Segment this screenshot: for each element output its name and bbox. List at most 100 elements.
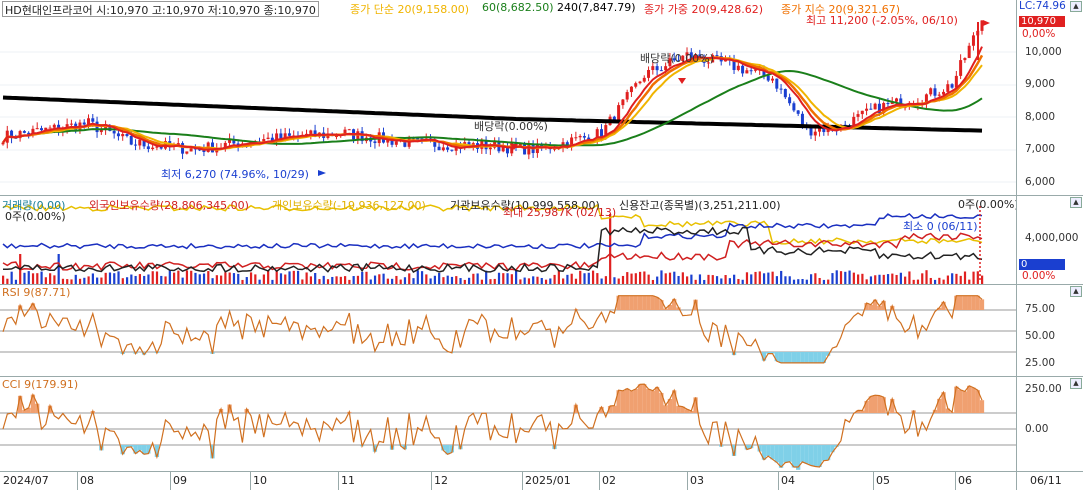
volume-bar: [665, 273, 667, 284]
volume-bar: [387, 279, 389, 284]
volume-bar: [695, 280, 697, 284]
holdings-scroll-button[interactable]: ▲: [1070, 197, 1082, 208]
holdings-pct: 0.00%: [1022, 270, 1055, 282]
candle-body: [715, 55, 718, 56]
volume-bar: [11, 272, 13, 284]
candle-body: [737, 66, 740, 70]
volume-bar: [977, 271, 979, 284]
volume-bar: [207, 271, 209, 284]
candle-body: [190, 148, 193, 151]
price-plot[interactable]: [0, 0, 1016, 195]
volume-bar: [553, 275, 555, 284]
y-tick: 9,000: [1025, 78, 1055, 90]
rsi-panel: RSI 9(87.71) 75.00 50.00 25.00 ▲: [0, 285, 1083, 377]
volume-bar: [571, 274, 573, 284]
cci-low: [787, 445, 791, 462]
volume-bar: [186, 270, 188, 284]
volume-bar: [686, 276, 688, 284]
volume-bar: [810, 274, 812, 284]
volume-bar: [844, 272, 846, 284]
holdings-panel: 거래량(0.00) 외국인보유수량(28,806,345.00) 개인보유수량(…: [0, 196, 1083, 285]
candle-body: [656, 66, 659, 70]
holdings-line-blue: [3, 214, 982, 249]
volume-bar: [742, 280, 744, 284]
volume-bar: [541, 278, 543, 284]
volume-bar: [335, 276, 337, 284]
volume-bar: [596, 273, 598, 284]
volume-bar: [960, 276, 962, 284]
volume-bar: [639, 272, 641, 284]
volume-bar: [194, 273, 196, 284]
volume-bar: [117, 271, 119, 284]
candle-body: [771, 79, 774, 81]
legend-individual: 개인보유수량(-19,936,127.00): [272, 197, 426, 211]
candle-body: [151, 148, 154, 149]
volume-bar: [105, 273, 107, 284]
cci-high: [873, 395, 877, 413]
rsi-scroll-button[interactable]: ▲: [1070, 286, 1082, 297]
volume-bar: [494, 279, 496, 284]
volume-bar: [340, 277, 342, 284]
rsi-plot[interactable]: [0, 285, 1016, 376]
volume-bar: [669, 273, 671, 284]
candle-body: [963, 58, 966, 60]
volume-bar: [921, 273, 923, 284]
high-arrow: [983, 20, 990, 26]
volume-bar: [459, 278, 461, 284]
candle-body: [446, 147, 449, 149]
candle-body: [450, 150, 453, 151]
volume-bar: [943, 280, 945, 284]
volume-bar: [699, 274, 701, 284]
volume-bar: [323, 276, 325, 284]
volume-bar: [485, 271, 487, 284]
candle-body: [527, 144, 530, 155]
volume-bar: [481, 280, 483, 284]
volume-bar: [318, 279, 320, 284]
volume-bar: [83, 278, 85, 284]
volume-bar: [477, 273, 479, 284]
volume-bar: [408, 273, 410, 284]
volume-bar: [472, 274, 474, 284]
date-label: 2025/01: [525, 474, 571, 487]
volume-bar: [917, 280, 919, 284]
candle-body: [130, 136, 133, 145]
volume-bar: [562, 278, 564, 284]
volume-bar: [908, 271, 910, 284]
candle-body: [40, 128, 43, 130]
volume-bar: [58, 254, 60, 284]
y-tick: 25.00: [1025, 357, 1055, 369]
volume-bar: [169, 270, 171, 284]
volume-bar: [306, 272, 308, 284]
candle-body: [886, 103, 889, 104]
cci-scroll-button[interactable]: ▲: [1070, 378, 1082, 389]
cci-low: [770, 445, 774, 459]
volume-bar: [498, 273, 500, 284]
date-label: 10: [253, 474, 267, 487]
volume-bar: [164, 276, 166, 284]
cci-high: [629, 391, 633, 413]
cci-low: [783, 445, 787, 463]
cci-plot[interactable]: [0, 377, 1016, 471]
volume-bar: [947, 276, 949, 284]
scroll-up-button[interactable]: ▲: [1070, 1, 1082, 12]
volume-bar: [489, 279, 491, 284]
legend-cci: CCI 9(179.91): [2, 378, 78, 392]
cci-high: [651, 391, 655, 413]
volume-bar: [519, 279, 521, 284]
volume-bar: [601, 279, 603, 284]
candle-body: [647, 70, 650, 78]
y-tick: 4,000,000: [1025, 232, 1078, 244]
volume-bar: [276, 270, 278, 284]
volume-bar: [656, 277, 658, 284]
annotation-low: 최저 6,270 (74.96%, 10/29): [161, 166, 309, 182]
volume-bar: [62, 279, 64, 284]
volume-bar: [613, 277, 615, 284]
volume-bar: [271, 280, 273, 284]
rsi-overbought: [659, 300, 663, 310]
candle-body: [185, 151, 188, 153]
candle-body: [660, 70, 663, 71]
volume-bar: [451, 277, 453, 284]
annotation-min: 최소 0 (06/11): [903, 218, 978, 234]
volume-bar: [913, 280, 915, 284]
volume-bar: [857, 274, 859, 284]
